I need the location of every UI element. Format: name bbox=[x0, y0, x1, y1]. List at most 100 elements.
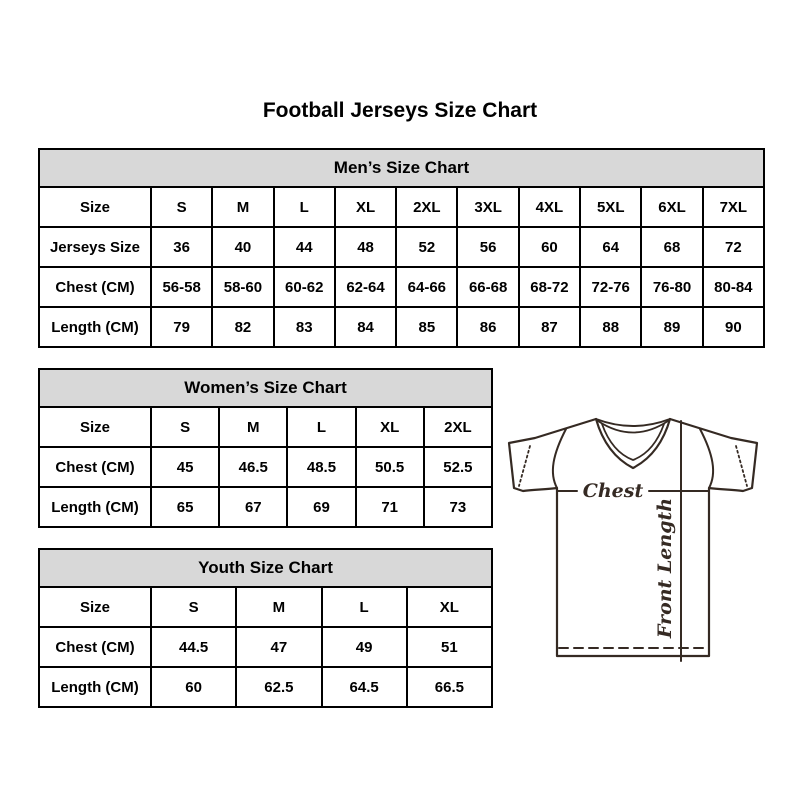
table-row: Chest (CM) 45 46.5 48.5 50.5 52.5 bbox=[38, 446, 494, 488]
table-row: Size S M L XL 2XL bbox=[38, 406, 494, 448]
row-label: Chest (CM) bbox=[38, 266, 152, 308]
right-cuff-stitch-line bbox=[735, 445, 748, 487]
cell: 66.5 bbox=[405, 666, 494, 708]
cell: 51 bbox=[405, 626, 494, 668]
cell: 87 bbox=[517, 306, 582, 348]
column-header: M bbox=[211, 186, 275, 228]
jersey-outline bbox=[507, 417, 759, 658]
cell: 90 bbox=[701, 306, 766, 348]
cell: 64-66 bbox=[395, 266, 459, 308]
cell: 56-58 bbox=[149, 266, 214, 308]
chest-label: Chest bbox=[583, 480, 644, 502]
column-header: 5XL bbox=[579, 186, 643, 228]
cell: 72 bbox=[701, 226, 766, 268]
cell: 86 bbox=[456, 306, 520, 348]
cell: 84 bbox=[333, 306, 398, 348]
cell: 44.5 bbox=[149, 626, 238, 668]
cell: 64.5 bbox=[320, 666, 408, 708]
table-title: Women’s Size Chart bbox=[38, 368, 493, 408]
table-title-row: Youth Size Chart bbox=[38, 548, 493, 588]
table-row: Length (CM) 79 82 83 84 85 86 87 88 89 9… bbox=[38, 306, 766, 348]
column-header: 2XL bbox=[422, 406, 494, 448]
jersey-measurement-diagram: Chest Front Length bbox=[507, 417, 759, 662]
column-header: L bbox=[286, 406, 357, 448]
cell: 85 bbox=[395, 306, 459, 348]
cell: 36 bbox=[149, 226, 214, 268]
row-label: Length (CM) bbox=[38, 486, 152, 528]
cell: 62.5 bbox=[235, 666, 323, 708]
cell: 40 bbox=[211, 226, 275, 268]
cell: 76-80 bbox=[640, 266, 704, 308]
row-label: Length (CM) bbox=[38, 666, 152, 708]
collar-v-inner bbox=[601, 423, 665, 461]
cell: 48.5 bbox=[286, 446, 357, 488]
column-header: S bbox=[149, 186, 214, 228]
cell: 83 bbox=[272, 306, 336, 348]
table-row: Jerseys Size 36 40 44 48 52 56 60 64 68 … bbox=[38, 226, 766, 268]
column-header: 6XL bbox=[640, 186, 704, 228]
cell: 79 bbox=[149, 306, 214, 348]
cell: 64 bbox=[579, 226, 643, 268]
row-label: Size bbox=[38, 586, 152, 628]
row-label: Chest (CM) bbox=[38, 626, 152, 668]
table-title: Men’s Size Chart bbox=[38, 148, 765, 188]
cell: 47 bbox=[235, 626, 323, 668]
row-label: Size bbox=[38, 186, 152, 228]
table-row: Chest (CM) 44.5 47 49 51 bbox=[38, 626, 494, 668]
cell: 68 bbox=[640, 226, 704, 268]
cell: 71 bbox=[354, 486, 425, 528]
column-header: S bbox=[149, 586, 238, 628]
mens-size-table: Men’s Size Chart Size S M L XL 2XL 3XL 4… bbox=[38, 148, 766, 348]
cell: 60 bbox=[149, 666, 238, 708]
column-header: M bbox=[235, 586, 323, 628]
cell: 58-60 bbox=[211, 266, 275, 308]
cell: 67 bbox=[218, 486, 289, 528]
cell: 89 bbox=[640, 306, 704, 348]
cell: 88 bbox=[579, 306, 643, 348]
table-row: Length (CM) 60 62.5 64.5 66.5 bbox=[38, 666, 494, 708]
table-row: Size S M L XL bbox=[38, 586, 494, 628]
column-header: L bbox=[272, 186, 336, 228]
cell: 72-76 bbox=[579, 266, 643, 308]
column-header: 4XL bbox=[517, 186, 582, 228]
table-row: Chest (CM) 56-58 58-60 60-62 62-64 64-66… bbox=[38, 266, 766, 308]
column-header: L bbox=[320, 586, 408, 628]
table-row: Length (CM) 65 67 69 71 73 bbox=[38, 486, 494, 528]
left-cuff-stitch-line bbox=[518, 445, 531, 487]
cell: 60-62 bbox=[272, 266, 336, 308]
column-header: XL bbox=[405, 586, 494, 628]
cell: 62-64 bbox=[333, 266, 398, 308]
cell: 82 bbox=[211, 306, 275, 348]
collar-v-outer bbox=[594, 417, 672, 470]
column-header: S bbox=[149, 406, 221, 448]
cell: 56 bbox=[456, 226, 520, 268]
row-label: Length (CM) bbox=[38, 306, 152, 348]
right-sleeve-seam bbox=[699, 428, 715, 489]
cell: 65 bbox=[149, 486, 221, 528]
column-header: XL bbox=[333, 186, 398, 228]
column-header: 3XL bbox=[456, 186, 520, 228]
youth-size-table: Youth Size Chart Size S M L XL Chest (CM… bbox=[38, 548, 494, 708]
collar-back-arc-outer bbox=[595, 418, 671, 427]
cell: 44 bbox=[272, 226, 336, 268]
row-label: Chest (CM) bbox=[38, 446, 152, 488]
cell: 52 bbox=[395, 226, 459, 268]
cell: 50.5 bbox=[354, 446, 425, 488]
row-label: Size bbox=[38, 406, 152, 448]
cell: 73 bbox=[422, 486, 494, 528]
table-title-row: Women’s Size Chart bbox=[38, 368, 493, 408]
cell: 45 bbox=[149, 446, 221, 488]
cell: 66-68 bbox=[456, 266, 520, 308]
cell: 60 bbox=[517, 226, 582, 268]
left-sleeve-seam bbox=[551, 428, 567, 489]
table-title-row: Men’s Size Chart bbox=[38, 148, 765, 188]
column-header: 7XL bbox=[701, 186, 766, 228]
cell: 80-84 bbox=[701, 266, 766, 308]
front-length-label: Front Length bbox=[654, 498, 676, 639]
column-header: 2XL bbox=[395, 186, 459, 228]
cell: 46.5 bbox=[218, 446, 289, 488]
collar-back-arc-inner bbox=[597, 420, 669, 434]
column-header: M bbox=[218, 406, 289, 448]
cell: 48 bbox=[333, 226, 398, 268]
